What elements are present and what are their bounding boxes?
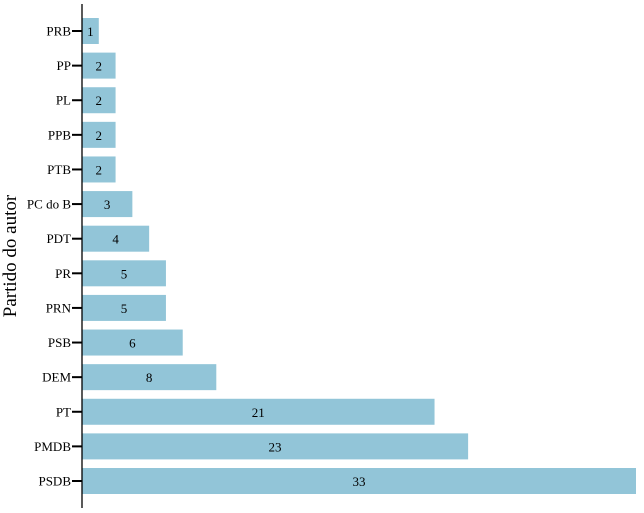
category-label: PPB (48, 127, 71, 142)
bar-pmdb (82, 433, 469, 460)
category-label: PP (57, 58, 71, 73)
bar-psb (82, 329, 183, 356)
value-label: 33 (353, 474, 366, 489)
category-label: DEM (42, 370, 71, 385)
bar-pc-do-b (82, 191, 133, 218)
value-label: 2 (96, 128, 103, 143)
bar-dem (82, 364, 217, 391)
value-label: 5 (121, 301, 128, 316)
bar-ptb (82, 156, 116, 183)
value-label: 8 (146, 370, 153, 385)
value-label: 23 (269, 439, 282, 454)
bar-pr (82, 260, 166, 287)
value-label: 5 (121, 266, 128, 281)
category-label: PDT (46, 231, 71, 246)
value-label: 3 (104, 197, 111, 212)
y-axis-title: Partido do autor (0, 194, 21, 317)
category-label: PRB (46, 24, 71, 39)
bar-pt (82, 398, 435, 425)
category-label: PL (56, 93, 71, 108)
category-label: PMDB (34, 439, 71, 454)
value-label: 4 (112, 232, 119, 247)
category-label: PRN (46, 300, 72, 315)
value-label: 2 (96, 162, 103, 177)
value-label: 21 (252, 405, 265, 420)
bars-group (82, 18, 636, 494)
category-label: PSDB (38, 474, 71, 489)
labels-group: PRB 1 PP 2 PL 2 PPB 2 PTB 2 PC do B 3 PDT 4 PR 5 PRN 5 PSB… (27, 24, 366, 490)
value-label: 1 (87, 24, 94, 39)
bar-pl (82, 87, 116, 114)
y-ticks-group (72, 30, 82, 482)
category-label: PC do B (27, 197, 71, 212)
value-label: 2 (96, 59, 103, 74)
category-label: PSB (48, 335, 71, 350)
bar-prb (82, 18, 99, 44)
bar-psdb (82, 468, 636, 494)
category-label: PR (55, 266, 71, 281)
category-label: PT (56, 404, 71, 419)
bar-pp (82, 52, 116, 79)
value-label: 6 (129, 336, 136, 351)
bar-prn (82, 294, 166, 321)
category-label: PTB (47, 162, 71, 177)
value-label: 2 (96, 93, 103, 108)
bar-ppb (82, 121, 116, 148)
bar-pdt (82, 225, 150, 252)
